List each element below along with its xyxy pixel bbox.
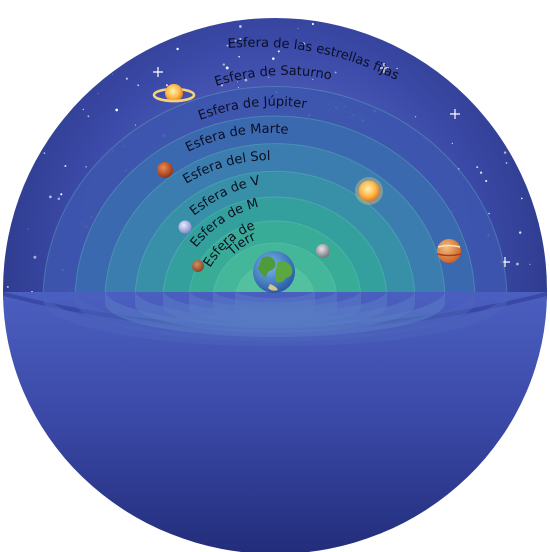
- moon-body: [192, 260, 204, 272]
- star: [238, 86, 239, 88]
- star: [234, 39, 237, 42]
- star: [33, 255, 37, 259]
- star: [238, 55, 240, 58]
- star: [451, 142, 453, 145]
- sparkle-star: [379, 63, 389, 73]
- star: [43, 152, 46, 155]
- star: [97, 93, 99, 94]
- star: [225, 66, 229, 70]
- star: [220, 84, 224, 87]
- star: [165, 84, 168, 87]
- star: [312, 79, 314, 81]
- star: [82, 108, 84, 111]
- sparkle-star: [180, 17, 190, 27]
- star: [222, 63, 226, 66]
- sparkle-star: [450, 109, 460, 119]
- star: [125, 77, 128, 80]
- star: [488, 212, 490, 215]
- star: [485, 179, 488, 183]
- star: [226, 44, 229, 47]
- star: [239, 37, 242, 41]
- star: [277, 50, 280, 53]
- star: [27, 228, 29, 230]
- star: [115, 108, 119, 112]
- star: [476, 166, 479, 169]
- star: [87, 115, 90, 118]
- star: [518, 231, 522, 234]
- shell-cut-edges: [43, 290, 507, 347]
- star: [297, 27, 299, 29]
- star: [60, 193, 63, 196]
- star: [137, 84, 140, 87]
- star: [334, 71, 337, 74]
- star: [505, 162, 508, 164]
- star: [239, 25, 242, 28]
- star: [57, 197, 61, 201]
- mercury-planet: [316, 244, 330, 258]
- star: [414, 116, 417, 118]
- star: [6, 285, 9, 288]
- sparkle-star: [465, 19, 475, 29]
- star: [515, 262, 519, 266]
- star: [244, 78, 248, 82]
- star: [268, 76, 270, 78]
- star: [272, 57, 275, 60]
- venus-planet: [178, 220, 192, 234]
- shell-cut-edge: [235, 290, 315, 319]
- star: [64, 164, 67, 168]
- star: [236, 81, 238, 83]
- jupiter-planet: [436, 239, 462, 263]
- saturn-planet: [152, 84, 196, 103]
- star: [134, 124, 136, 126]
- star: [112, 74, 114, 75]
- sun-body: [355, 177, 383, 205]
- nested-spheres: [42, 86, 508, 301]
- star: [176, 47, 179, 51]
- star: [529, 263, 531, 266]
- star: [520, 197, 523, 200]
- star: [479, 171, 483, 174]
- star: [503, 151, 507, 154]
- star: [396, 67, 398, 70]
- earth-globe: [253, 251, 295, 293]
- star: [85, 166, 87, 168]
- star: [49, 195, 52, 199]
- star: [311, 22, 314, 26]
- star: [302, 42, 306, 46]
- mars-planet: [157, 162, 173, 178]
- sparkle-star: [153, 67, 163, 77]
